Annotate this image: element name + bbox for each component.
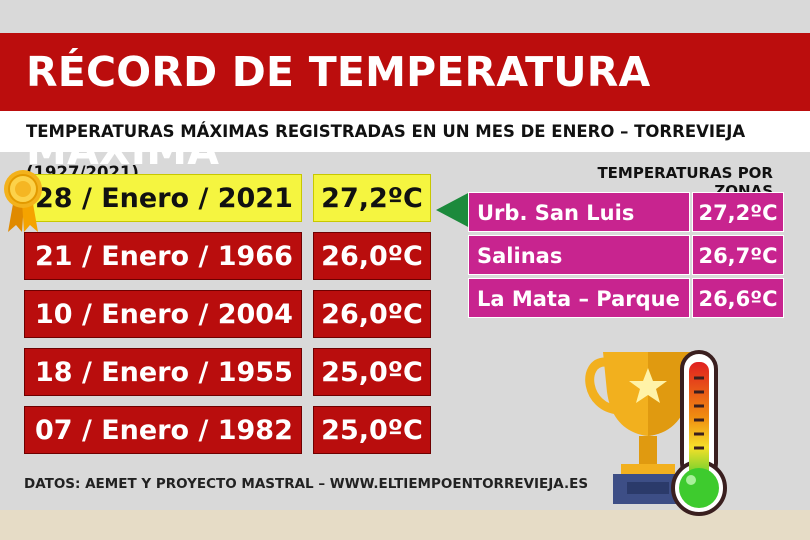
record-date-4: 18 / Enero / 1955 [24, 348, 302, 396]
zone-name-3: La Mata – Parque [468, 278, 690, 318]
record-temp-4: 25,0ºC [313, 348, 431, 396]
zone-name-2: Salinas [468, 235, 690, 275]
record-temp-2: 26,0ºC [313, 232, 431, 280]
zone-name-1: Urb. San Luis [468, 192, 690, 232]
record-temp-3: 26,0ºC [313, 290, 431, 338]
zone-temp-3: 26,6ºC [692, 278, 784, 318]
record-temp-1: 27,2ºC [313, 174, 431, 222]
pointer-arrow-icon [436, 192, 470, 228]
record-date-5: 07 / Enero / 1982 [24, 406, 302, 454]
record-date-2: 21 / Enero / 1966 [24, 232, 302, 280]
bottom-band [0, 510, 810, 540]
thermometer-icon [671, 350, 727, 516]
zone-temp-1: 27,2ºC [692, 192, 784, 232]
page-subtitle: TEMPERATURAS MÁXIMAS REGISTRADAS EN UN M… [0, 111, 810, 182]
footer-source: DATOS: AEMET Y PROYECTO MASTRAL – WWW.EL… [24, 476, 589, 492]
record-temp-5: 25,0ºC [313, 406, 431, 454]
page-title: RÉCORD DE TEMPERATURA MÁXIMA [0, 33, 810, 174]
medal-icon [4, 170, 42, 232]
record-date-1: 28 / Enero / 2021 [24, 174, 302, 222]
record-date-3: 10 / Enero / 2004 [24, 290, 302, 338]
zone-temp-2: 26,7ºC [692, 235, 784, 275]
